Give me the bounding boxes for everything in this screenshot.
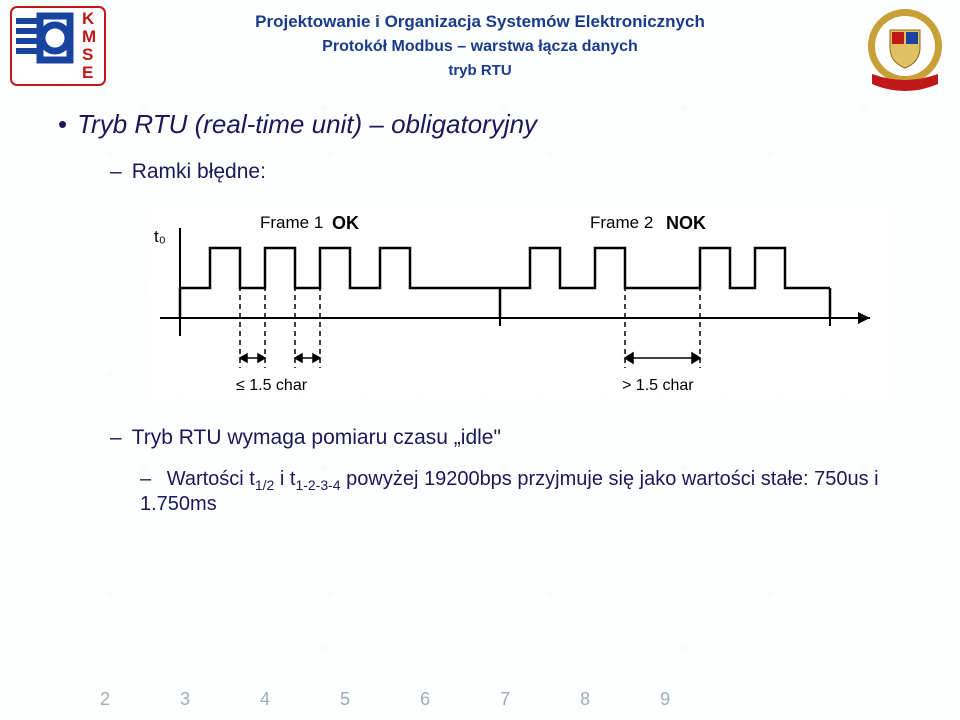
le-label: ≤ 1.5 char	[236, 377, 308, 394]
fn-4: 4	[260, 689, 270, 710]
kmse-logo: K M S E	[10, 6, 106, 91]
frame2-label: Frame 2	[590, 213, 653, 232]
bullet-main: Tryb RTU (real-time unit) – obligatoryjn…	[58, 109, 920, 140]
frame1-label: Frame 1	[260, 213, 323, 232]
kmse-e: E	[82, 63, 93, 82]
slide-content: Tryb RTU (real-time unit) – obligatoryjn…	[0, 109, 960, 516]
fn-3: 3	[180, 689, 190, 710]
ok-label: OK	[332, 213, 359, 233]
kmse-s: S	[82, 45, 93, 64]
bullet-sub-2: Tryb RTU wymaga pomiaru czasu „idle"	[110, 426, 920, 450]
pg-logo	[866, 6, 944, 103]
fn-8: 8	[580, 689, 590, 710]
slide-header: Projektowanie i Organizacja Systemów Ele…	[0, 0, 960, 79]
diagram-t0: t₀	[154, 227, 166, 246]
sub3-s1: 1/2	[255, 477, 274, 493]
sub3-pre: Wartości t	[167, 468, 255, 490]
footer-ruler: 2 3 4 5 6 7 8 9	[0, 689, 960, 710]
header-line-2: Protokół Modbus – warstwa łącza danych	[0, 38, 960, 56]
fn-5: 5	[340, 689, 350, 710]
fn-7: 7	[500, 689, 510, 710]
fn-9: 9	[660, 689, 670, 710]
header-line-1: Projektowanie i Organizacja Systemów Ele…	[0, 12, 960, 32]
kmse-k: K	[82, 9, 95, 28]
bullet-sub-3: Wartości t1/2 i t1-2-3-4 powyżej 19200bp…	[140, 468, 900, 516]
fn-2: 2	[100, 689, 110, 710]
bullet-sub-1: Ramki błędne:	[110, 160, 920, 184]
kmse-m: M	[82, 27, 96, 46]
timing-diagram: t₀ Frame 1 OK Frame 2 NOK	[150, 208, 890, 398]
sub3-mid: i t	[274, 468, 295, 490]
nok-label: NOK	[666, 213, 706, 233]
sub3-s2: 1-2-3-4	[295, 477, 340, 493]
header-line-3: tryb RTU	[0, 62, 960, 79]
gt-label: > 1.5 char	[622, 377, 694, 394]
fn-6: 6	[420, 689, 430, 710]
